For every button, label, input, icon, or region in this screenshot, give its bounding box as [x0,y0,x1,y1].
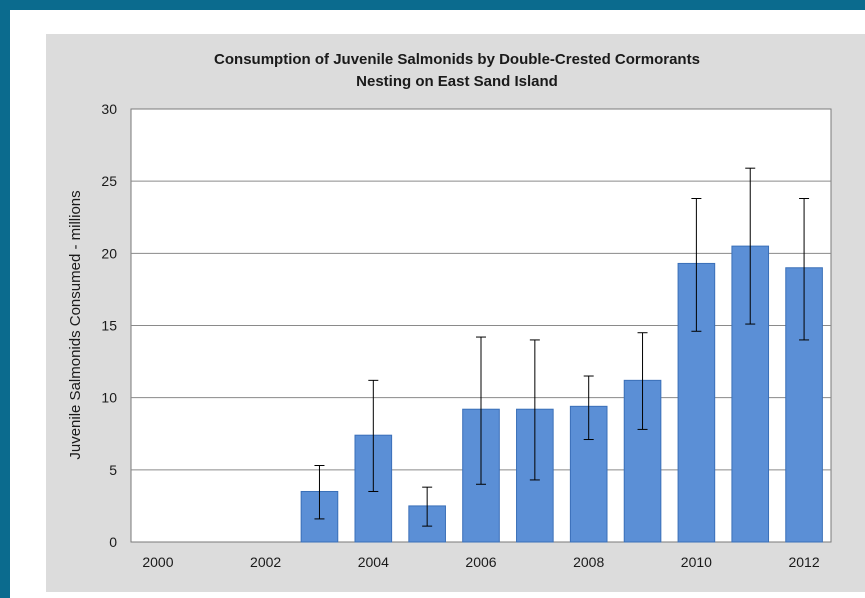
y-tick-label: 25 [101,173,117,189]
y-tick-label: 10 [101,390,117,406]
chart-subtitle: Nesting on East Sand Island [356,73,558,90]
x-tick-label: 2010 [681,554,712,570]
y-tick-label: 0 [109,534,117,550]
y-tick-labels: 0 5 10 15 20 25 30 [101,101,117,550]
bar-chart: Consumption of Juvenile Salmonids by Dou… [67,51,832,570]
x-tick-label: 2004 [358,554,389,570]
x-tick-label: 2006 [465,554,496,570]
x-tick-label: 2000 [142,554,173,570]
y-tick-label: 20 [101,245,117,261]
slide-frame: Consumption of Juvenile Salmonids by Dou… [10,10,865,598]
y-tick-label: 30 [101,101,117,117]
y-axis-label: Juvenile Salmonids Consumed - millions [67,190,84,459]
chart-panel: Consumption of Juvenile Salmonids by Dou… [46,34,865,592]
x-tick-labels: 2000 2002 2004 2006 2008 2010 2012 [142,554,820,570]
x-tick-label: 2002 [250,554,281,570]
error-bars [314,167,810,527]
y-tick-label: 5 [109,462,117,478]
chart-title: Consumption of Juvenile Salmonids by Dou… [214,51,700,68]
x-tick-label: 2008 [573,554,604,570]
x-tick-label: 2012 [788,554,819,570]
y-tick-label: 15 [101,318,117,334]
